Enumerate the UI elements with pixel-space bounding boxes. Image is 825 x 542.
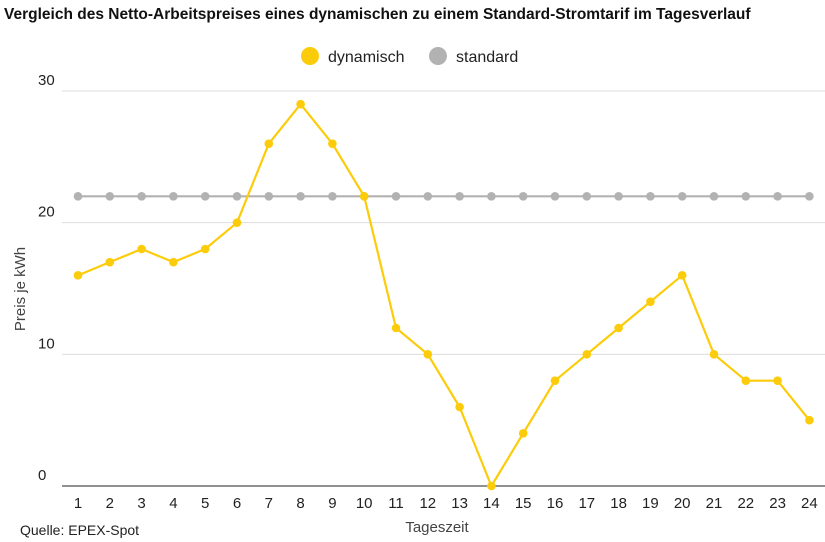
y-tick-label: 0 <box>38 467 46 484</box>
x-axis: 1 2 3 4 5 6 7 8 9 10 11 12 13 14 15 16 17 18 19 20 21 22 23 24 <box>62 485 825 512</box>
data-point[interactable] <box>582 192 592 201</box>
grid-lines <box>62 90 825 355</box>
x-tick-label: 2 <box>106 495 114 512</box>
y-tick-label: 20 <box>38 204 55 221</box>
data-point[interactable] <box>518 429 528 438</box>
data-point[interactable] <box>455 402 464 412</box>
chart-title: Vergleich des Netto-Arbeitspreises eines… <box>4 6 751 23</box>
series-dynamisch <box>73 99 814 491</box>
data-point[interactable] <box>805 415 814 425</box>
legend-label: dynamisch <box>328 49 404 66</box>
x-tick-label: 18 <box>610 495 627 512</box>
data-point[interactable] <box>296 99 305 109</box>
data-point[interactable] <box>487 481 496 491</box>
x-tick-label: 6 <box>233 495 241 512</box>
x-tick-label: 15 <box>515 495 532 512</box>
legend-label: standard <box>456 49 518 66</box>
x-tick-label: 22 <box>737 495 754 512</box>
y-tick-label: 30 <box>38 72 55 89</box>
y-tick-label: 10 <box>38 335 55 352</box>
data-point[interactable] <box>169 192 178 201</box>
data-point[interactable] <box>582 350 592 359</box>
data-point[interactable] <box>550 376 560 385</box>
data-point[interactable] <box>391 323 401 333</box>
data-point[interactable] <box>741 376 751 385</box>
x-tick-label: 12 <box>419 495 436 512</box>
x-tick-label: 17 <box>578 495 595 512</box>
x-tick-label: 20 <box>674 495 691 512</box>
data-point[interactable] <box>646 297 655 306</box>
data-point[interactable] <box>677 271 687 280</box>
data-point[interactable] <box>296 192 305 201</box>
series-line <box>77 103 811 488</box>
x-tick-label: 3 <box>137 495 145 512</box>
data-point[interactable] <box>773 192 782 201</box>
data-point[interactable] <box>169 257 178 267</box>
legend-marker <box>429 47 447 65</box>
x-tick-label: 8 <box>296 495 304 512</box>
data-point[interactable] <box>200 192 210 201</box>
data-point[interactable] <box>200 244 210 254</box>
data-point[interactable] <box>487 192 496 201</box>
data-point[interactable] <box>232 192 242 201</box>
x-tick-label: 5 <box>201 495 209 512</box>
data-point[interactable] <box>232 218 242 227</box>
y-axis-label: Preis je kWh <box>12 247 29 331</box>
y-axis-ticks: 0 10 20 30 <box>38 72 55 484</box>
x-tick-label: 23 <box>769 495 786 512</box>
data-point[interactable] <box>264 192 274 201</box>
data-point[interactable] <box>423 192 433 201</box>
x-tick-label: 7 <box>265 495 273 512</box>
legend-item-standard[interactable]: standard <box>429 47 518 66</box>
data-point[interactable] <box>455 192 464 201</box>
data-point[interactable] <box>328 139 337 148</box>
series-layer <box>73 99 814 491</box>
data-point[interactable] <box>550 192 560 201</box>
x-tick-label: 14 <box>483 495 500 512</box>
data-point[interactable] <box>264 139 274 148</box>
source-note: Quelle: EPEX-Spot <box>20 522 140 538</box>
x-tick-label: 21 <box>706 495 723 512</box>
x-axis-label: Tageszeit <box>405 519 469 536</box>
data-point[interactable] <box>73 192 83 201</box>
data-point[interactable] <box>73 271 83 280</box>
data-point[interactable] <box>137 244 146 254</box>
x-tick-label: 24 <box>801 495 818 512</box>
data-point[interactable] <box>773 376 782 385</box>
x-tick-label: 1 <box>74 495 82 512</box>
series-standard <box>73 192 814 201</box>
data-point[interactable] <box>137 192 146 201</box>
x-tick-label: 16 <box>547 495 564 512</box>
legend-marker <box>301 47 319 65</box>
data-point[interactable] <box>105 192 115 201</box>
data-point[interactable] <box>614 192 623 201</box>
x-tick-label: 9 <box>328 495 336 512</box>
data-point[interactable] <box>359 192 369 201</box>
data-point[interactable] <box>423 350 433 359</box>
data-point[interactable] <box>741 192 751 201</box>
x-tick-label: 4 <box>169 495 177 512</box>
data-point[interactable] <box>709 192 719 201</box>
data-point[interactable] <box>391 192 401 201</box>
data-point[interactable] <box>646 192 655 201</box>
data-point[interactable] <box>805 192 814 201</box>
data-point[interactable] <box>518 192 528 201</box>
data-point[interactable] <box>677 192 687 201</box>
x-tick-label: 11 <box>388 495 404 512</box>
data-point[interactable] <box>709 350 719 359</box>
x-tick-label: 13 <box>451 495 468 512</box>
data-point[interactable] <box>105 257 115 267</box>
data-point[interactable] <box>328 192 337 201</box>
x-tick-label: 10 <box>356 495 373 512</box>
legend[interactable]: dynamisch standard <box>301 47 518 66</box>
legend-item-dynamisch[interactable]: dynamisch <box>301 47 404 66</box>
x-tick-label: 19 <box>642 495 659 512</box>
data-point[interactable] <box>614 323 623 333</box>
